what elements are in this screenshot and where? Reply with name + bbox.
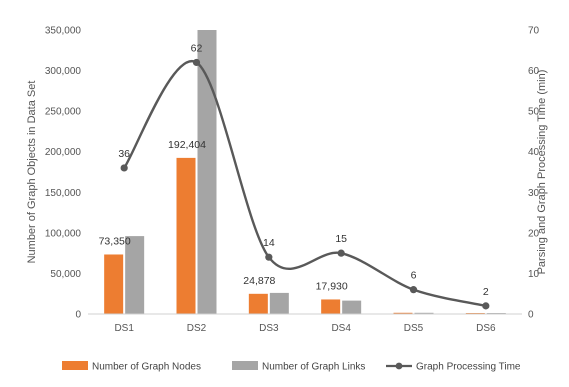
bar-data-label: 24,878 <box>243 275 275 287</box>
x-tick-label: DS5 <box>404 323 424 334</box>
y-axis-left-title: Number of Graph Objects in Data Set <box>26 81 38 264</box>
bar-graph-nodes <box>176 157 196 314</box>
y-left-tick-label: 50,000 <box>50 269 81 280</box>
y-left-tick-label: 100,000 <box>45 228 82 239</box>
bar-data-label: 73,350 <box>99 235 131 247</box>
bar-layer <box>104 30 506 314</box>
x-tick-label: DS2 <box>187 323 207 334</box>
y-right-tick-label: 70 <box>528 26 540 37</box>
line-data-label: 2 <box>483 286 489 298</box>
y-right-tick-label: 60 <box>528 66 540 77</box>
line-point <box>192 58 201 67</box>
bar-graph-nodes <box>248 293 268 314</box>
bar-data-label: 17,930 <box>316 280 348 292</box>
bar-graph-links <box>125 236 145 314</box>
bar-graph-nodes <box>104 254 124 314</box>
y-left-tick-label: 250,000 <box>45 107 82 118</box>
bar-graph-links <box>414 312 434 314</box>
line-data-label: 15 <box>335 233 347 245</box>
bar-graph-nodes <box>321 299 341 314</box>
y-left-tick-label: 150,000 <box>45 188 82 199</box>
bar-graph-links <box>342 300 362 314</box>
y-left-tick-label: 300,000 <box>45 66 82 77</box>
axes-layer: 0 50,000 100,000 150,000 200,000 250,000 300,0… <box>45 26 540 335</box>
y-right-tick-label: 0 <box>528 310 534 321</box>
x-tick-label: DS3 <box>259 323 279 334</box>
y-left-tick-label: 350,000 <box>45 26 82 37</box>
y-left-tick-label: 0 <box>75 310 81 321</box>
y-right-tick-label: 50 <box>528 107 540 118</box>
y-right-tick-label: 20 <box>528 228 540 239</box>
line-point <box>265 253 273 261</box>
bar-graph-links <box>269 292 289 314</box>
line-point <box>482 302 490 310</box>
line-data-label: 14 <box>263 237 275 249</box>
legend-label: Number of Graph Links <box>262 362 365 373</box>
legend: Number of Graph Nodes Number of Graph Lin… <box>62 361 521 373</box>
legend-swatch <box>232 361 258 370</box>
bar-graph-nodes <box>393 312 413 314</box>
y-axis-right-title: Parsing and Graph Processing Time (min) <box>536 70 548 275</box>
line-layer <box>120 58 490 310</box>
legend-marker <box>395 362 403 370</box>
legend-label: Number of Graph Nodes <box>92 362 201 373</box>
line-data-label: 62 <box>191 42 203 54</box>
x-tick-label: DS6 <box>476 323 496 334</box>
x-tick-label: DS1 <box>114 323 134 334</box>
y-right-tick-label: 10 <box>528 269 540 280</box>
y-right-tick-label: 40 <box>528 147 540 158</box>
x-tick-label: DS4 <box>331 323 351 334</box>
y-left-tick-label: 200,000 <box>45 147 82 158</box>
line-point <box>409 286 418 294</box>
bar-data-label: 192,404 <box>168 139 206 151</box>
line-point <box>337 249 345 257</box>
legend-label: Graph Processing Time <box>416 362 521 373</box>
line-data-label: 36 <box>118 148 130 160</box>
bar-graph-links <box>197 30 217 314</box>
legend-swatch <box>62 361 88 370</box>
line-data-label: 6 <box>411 270 417 282</box>
y-right-tick-label: 30 <box>528 188 540 199</box>
line-point <box>120 164 128 172</box>
